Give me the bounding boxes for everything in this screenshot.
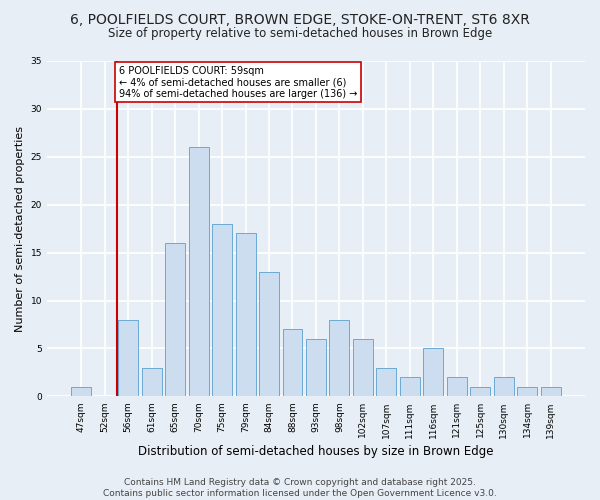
X-axis label: Distribution of semi-detached houses by size in Brown Edge: Distribution of semi-detached houses by …: [138, 444, 494, 458]
Bar: [142, 368, 162, 396]
Bar: [236, 234, 256, 396]
Bar: [71, 386, 91, 396]
Bar: [353, 339, 373, 396]
Text: 6 POOLFIELDS COURT: 59sqm
← 4% of semi-detached houses are smaller (6)
94% of se: 6 POOLFIELDS COURT: 59sqm ← 4% of semi-d…: [119, 66, 357, 99]
Text: 6, POOLFIELDS COURT, BROWN EDGE, STOKE-ON-TRENT, ST6 8XR: 6, POOLFIELDS COURT, BROWN EDGE, STOKE-O…: [70, 12, 530, 26]
Bar: [541, 386, 560, 396]
Bar: [212, 224, 232, 396]
Bar: [447, 377, 467, 396]
Bar: [306, 339, 326, 396]
Bar: [259, 272, 279, 396]
Bar: [494, 377, 514, 396]
Bar: [118, 320, 138, 396]
Bar: [283, 330, 302, 396]
Bar: [517, 386, 537, 396]
Bar: [376, 368, 397, 396]
Bar: [400, 377, 420, 396]
Text: Contains HM Land Registry data © Crown copyright and database right 2025.
Contai: Contains HM Land Registry data © Crown c…: [103, 478, 497, 498]
Text: Size of property relative to semi-detached houses in Brown Edge: Size of property relative to semi-detach…: [108, 28, 492, 40]
Bar: [165, 243, 185, 396]
Y-axis label: Number of semi-detached properties: Number of semi-detached properties: [15, 126, 25, 332]
Bar: [329, 320, 349, 396]
Bar: [423, 348, 443, 397]
Bar: [470, 386, 490, 396]
Bar: [188, 147, 209, 396]
